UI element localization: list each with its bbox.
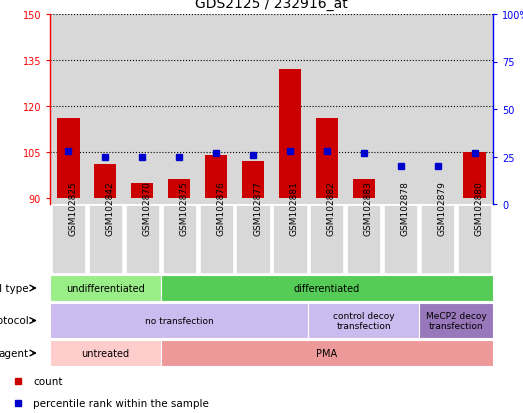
Bar: [345, 15, 382, 204]
Text: PMA: PMA: [316, 348, 337, 358]
FancyBboxPatch shape: [421, 206, 454, 273]
FancyBboxPatch shape: [163, 206, 196, 273]
FancyBboxPatch shape: [347, 206, 380, 273]
Text: percentile rank within the sample: percentile rank within the sample: [33, 399, 209, 408]
Text: no transfection: no transfection: [145, 316, 213, 325]
Bar: [419, 15, 456, 204]
Bar: [316, 119, 338, 198]
Bar: [279, 70, 301, 198]
Title: GDS2125 / 232916_at: GDS2125 / 232916_at: [195, 0, 348, 11]
Bar: [242, 162, 264, 198]
Text: GSM102870: GSM102870: [142, 180, 151, 235]
Text: GSM102876: GSM102876: [216, 180, 225, 235]
Text: GSM102881: GSM102881: [290, 180, 299, 235]
Text: cell type: cell type: [0, 283, 29, 293]
Bar: [456, 15, 493, 204]
Text: GSM102875: GSM102875: [179, 180, 188, 235]
FancyBboxPatch shape: [199, 206, 233, 273]
Text: MeCP2 decoy
transfection: MeCP2 decoy transfection: [426, 311, 486, 330]
FancyBboxPatch shape: [458, 206, 491, 273]
Text: GSM102842: GSM102842: [105, 181, 115, 235]
FancyBboxPatch shape: [161, 275, 493, 301]
Bar: [161, 15, 198, 204]
FancyBboxPatch shape: [384, 206, 417, 273]
Text: GSM102879: GSM102879: [438, 180, 447, 235]
Text: count: count: [33, 376, 62, 387]
Bar: [131, 183, 153, 198]
Text: GSM102877: GSM102877: [253, 180, 262, 235]
Text: GSM102825: GSM102825: [69, 181, 77, 235]
Text: GSM102878: GSM102878: [401, 180, 410, 235]
Bar: [382, 15, 419, 204]
Bar: [58, 119, 79, 198]
Text: GSM102882: GSM102882: [327, 181, 336, 235]
Text: GSM102880: GSM102880: [474, 180, 484, 235]
Bar: [50, 15, 87, 204]
Text: differentiated: differentiated: [294, 283, 360, 293]
FancyBboxPatch shape: [89, 206, 122, 273]
FancyBboxPatch shape: [50, 275, 161, 301]
Bar: [198, 15, 235, 204]
Text: undifferentiated: undifferentiated: [66, 283, 145, 293]
FancyBboxPatch shape: [309, 304, 419, 338]
Bar: [94, 165, 117, 198]
Bar: [271, 15, 309, 204]
Bar: [205, 156, 227, 198]
Bar: [353, 180, 375, 198]
Text: GSM102883: GSM102883: [364, 180, 373, 235]
Bar: [235, 15, 271, 204]
Text: control decoy
transfection: control decoy transfection: [333, 311, 395, 330]
FancyBboxPatch shape: [50, 340, 161, 366]
FancyBboxPatch shape: [236, 206, 270, 273]
FancyBboxPatch shape: [161, 340, 493, 366]
Bar: [309, 15, 345, 204]
FancyBboxPatch shape: [274, 206, 306, 273]
Bar: [124, 15, 161, 204]
Bar: [87, 15, 124, 204]
FancyBboxPatch shape: [310, 206, 344, 273]
Text: untreated: untreated: [81, 348, 129, 358]
Text: protocol: protocol: [0, 316, 29, 326]
Bar: [168, 180, 190, 198]
Bar: [463, 152, 486, 198]
FancyBboxPatch shape: [419, 304, 493, 338]
FancyBboxPatch shape: [50, 304, 309, 338]
Text: agent: agent: [0, 348, 29, 358]
FancyBboxPatch shape: [52, 206, 85, 273]
FancyBboxPatch shape: [126, 206, 159, 273]
